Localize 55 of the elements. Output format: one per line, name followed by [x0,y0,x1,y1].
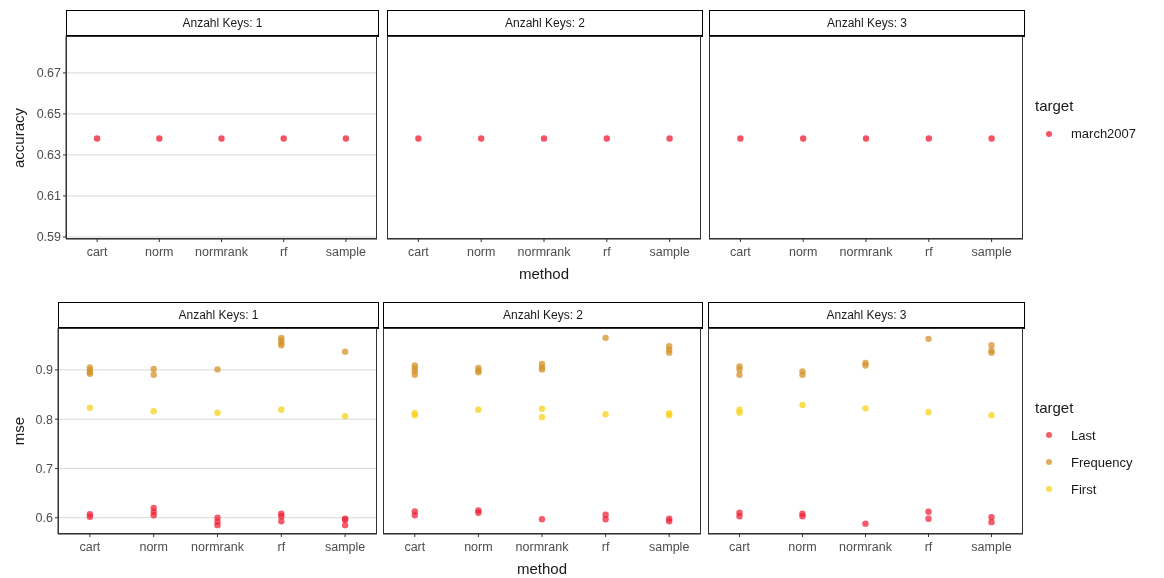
x-tick-label: cart [729,244,752,259]
x-tick-label: rf [279,244,289,259]
y-axis-title: accuracy [9,107,27,168]
x-tick-label: normrank [517,244,572,259]
chart-title: Anzahl Keys: 3 [709,10,1025,37]
x-tick-label: sample [324,539,366,554]
y-tick-label: 0.8 [35,412,54,427]
x-tick-label: normrank [839,244,894,259]
y-tick-label: 0.65 [36,107,62,122]
x-axis-title: method [518,265,570,282]
legend-title: target [1035,97,1075,114]
y-tick-label: 0.9 [35,363,54,378]
x-tick-label: norm [788,244,818,259]
legend-title: target [1035,398,1075,416]
x-tick-label: sample [325,244,367,259]
x-tick-label: norm [139,539,168,554]
x-tick-label: normrank [191,539,245,554]
chart-title: Anzahl Keys: 1 [58,302,379,329]
y-tick-label: 0.59 [36,230,62,245]
legend-label: march2007 [1071,126,1137,141]
legend-label: Frequency [1071,454,1133,470]
x-tick-label: norm [145,244,174,259]
chart-title: Anzahl Keys: 3 [708,302,1025,329]
chart-title: Anzahl Keys: 2 [383,302,703,329]
x-tick-label: rf [924,539,933,554]
y-tick-label: 0.7 [35,461,54,476]
x-tick-label: cart [404,539,426,554]
x-tick-label: cart [729,539,751,554]
x-tick-label: norm [788,539,817,554]
x-tick-label: rf [602,244,612,259]
y-tick-label: 0.61 [36,189,62,204]
y-tick-label: 0.67 [36,66,62,81]
x-tick-label: cart [79,539,101,554]
x-tick-label: sample [649,539,690,554]
x-tick-label: sample [971,539,1012,554]
y-axis-title: mse [9,416,27,446]
chart-title: Anzahl Keys: 1 [66,10,379,37]
x-tick-label: norm [464,539,493,554]
legend-label: Last [1071,427,1096,443]
y-tick-label: 0.6 [35,511,54,526]
x-tick-label: cart [86,244,109,259]
x-tick-label: sample [649,244,690,259]
x-tick-label: rf [277,539,286,554]
x-tick-label: cart [407,244,430,259]
legend-label: First [1071,481,1097,497]
x-tick-label: rf [924,244,934,259]
x-tick-label: sample [971,244,1012,259]
y-tick-label: 0.63 [36,148,62,163]
x-tick-label: normrank [195,244,249,259]
x-tick-label: normrank [839,539,893,554]
x-tick-label: norm [466,244,496,259]
x-tick-label: rf [601,539,610,554]
x-axis-title: method [516,560,568,577]
chart-title: Anzahl Keys: 2 [387,10,703,37]
x-tick-label: normrank [515,539,570,554]
